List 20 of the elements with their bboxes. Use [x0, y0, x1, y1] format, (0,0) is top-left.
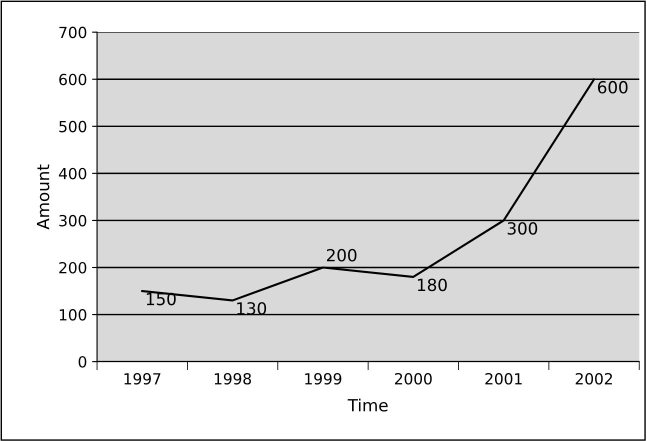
y-tick-label: 700: [59, 26, 86, 38]
y-tick-label: 300: [59, 214, 86, 226]
data-label: 200: [326, 248, 356, 262]
y-axis-title: Amount: [36, 164, 50, 230]
x-axis-title: Time: [348, 398, 388, 412]
y-tick-label: 200: [59, 262, 86, 274]
x-tick-label: 1999: [305, 373, 342, 385]
x-tick-label: 2000: [395, 373, 432, 385]
y-tick-label: 100: [60, 309, 86, 321]
x-tick-label: 2002: [576, 373, 612, 385]
x-tick-label: 2001: [485, 373, 522, 385]
x-tick-label: 1997: [124, 373, 160, 385]
data-label: 300: [508, 222, 538, 235]
data-label: 600: [598, 80, 628, 94]
x-tick-label: 1998: [214, 373, 251, 385]
y-tick-label: 600: [59, 74, 86, 86]
data-label: 180: [418, 278, 447, 292]
y-tick-label: 0: [78, 356, 86, 368]
y-tick-label: 400: [58, 168, 86, 180]
y-tick-label: 500: [59, 120, 86, 132]
